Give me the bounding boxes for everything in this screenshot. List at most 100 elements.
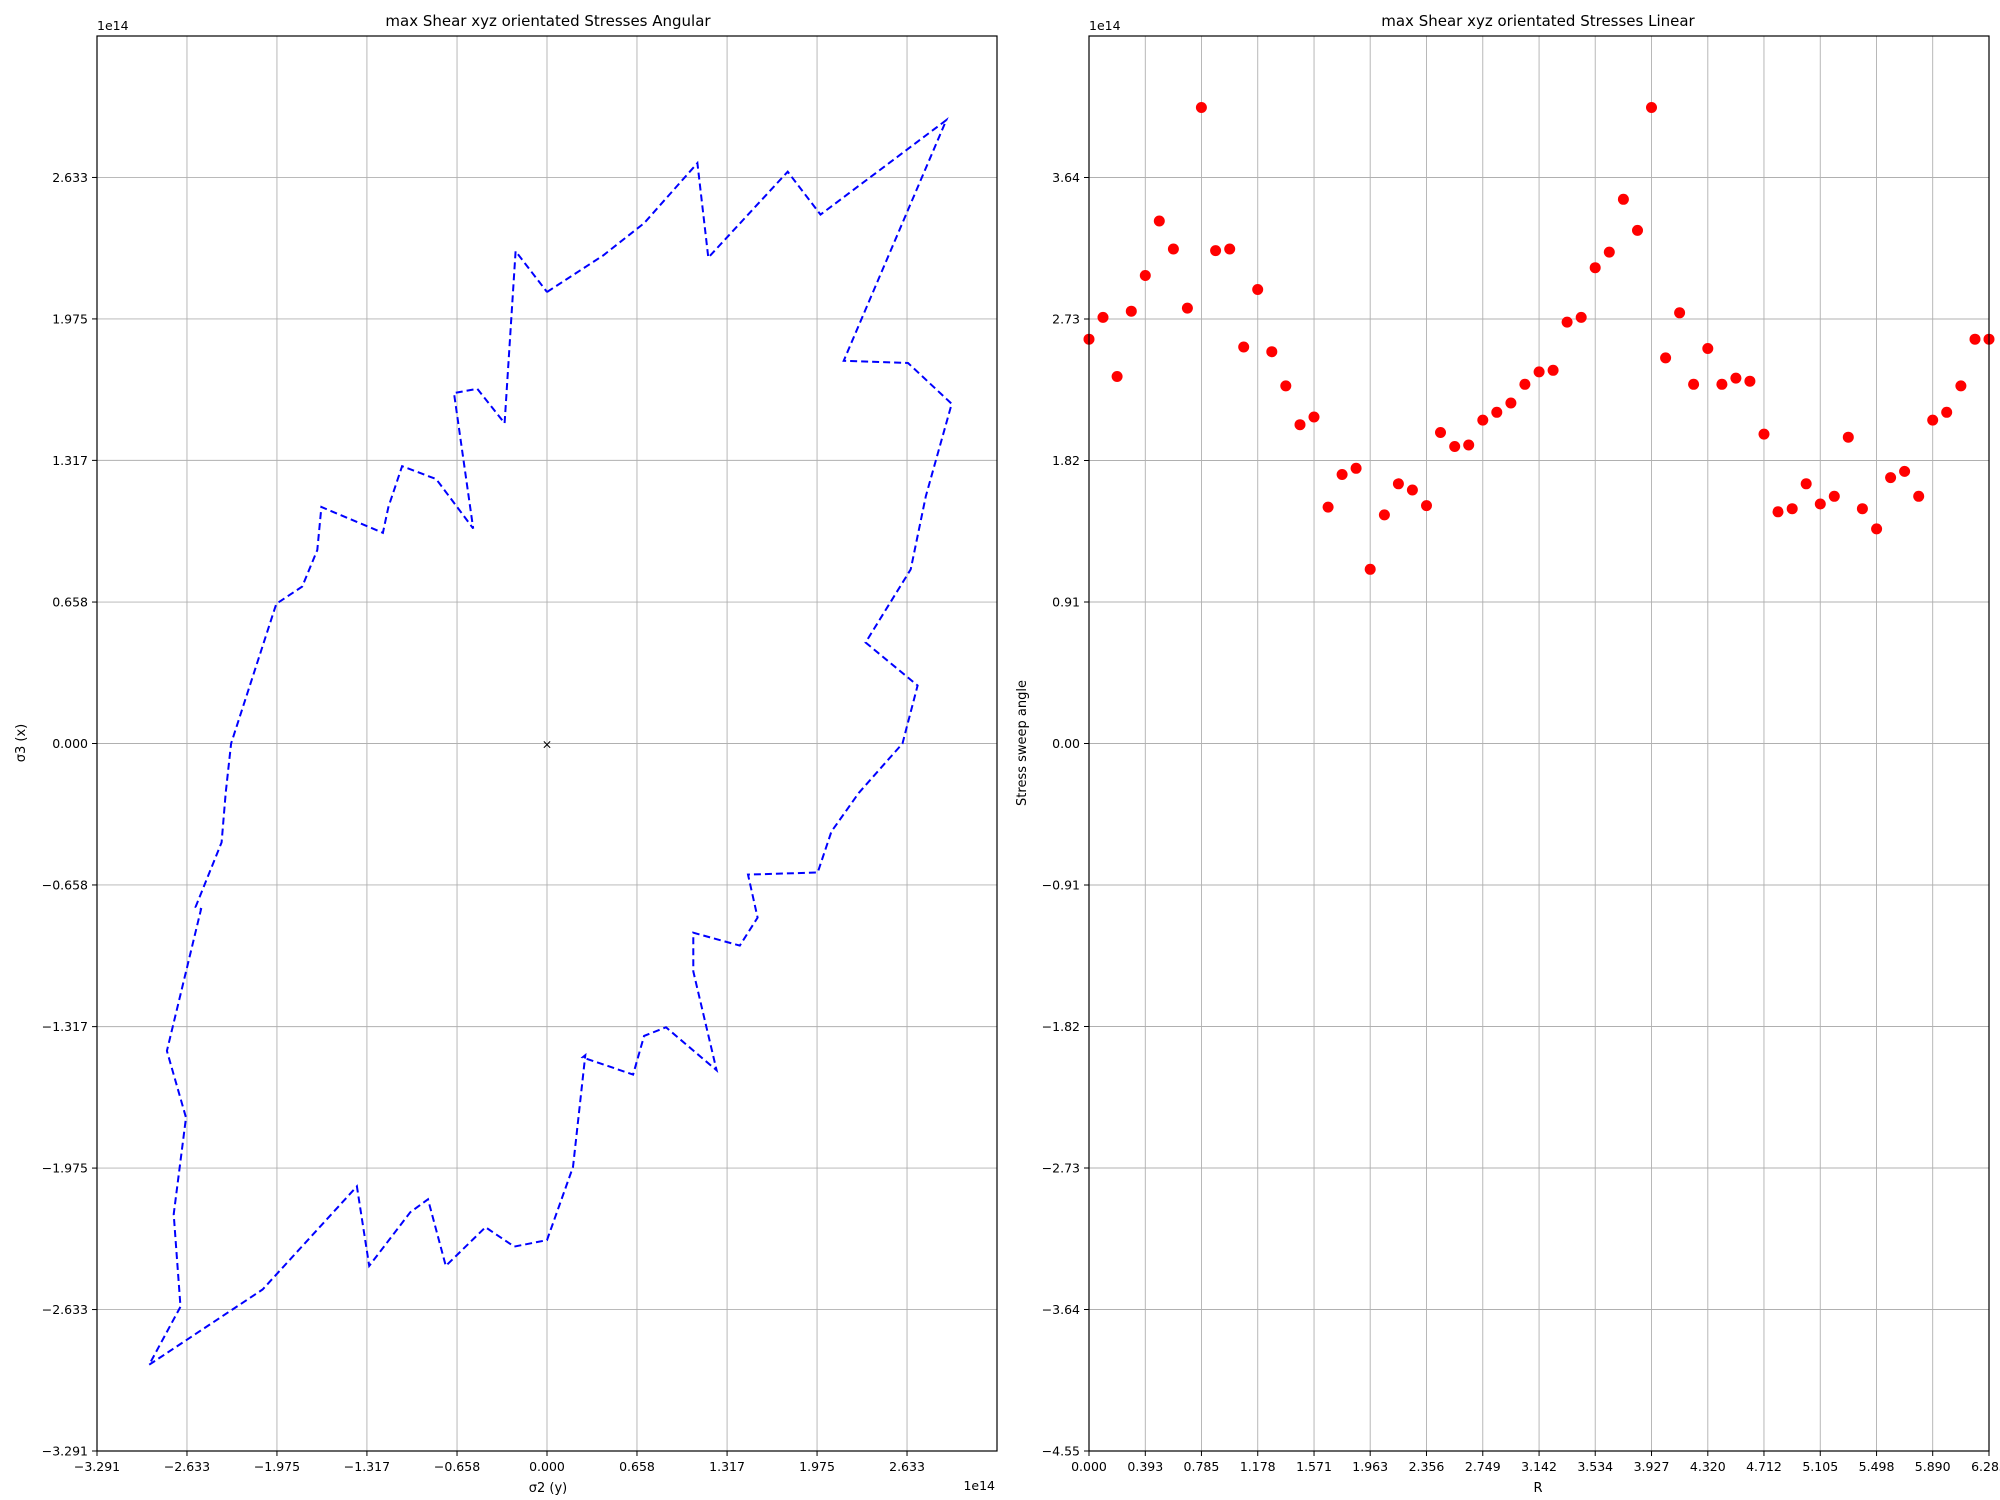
scatter-point <box>1617 193 1629 205</box>
y-tick-label: −1.975 <box>42 1161 88 1176</box>
scatter-point <box>1519 378 1531 390</box>
x-tick-label: 4.712 <box>1746 1459 1782 1474</box>
scatter-point <box>1730 372 1742 384</box>
y-tick-label: 1.317 <box>52 453 88 468</box>
scatter-point <box>1294 419 1306 431</box>
linear-chart: max Shear xyz orientated Stresses Linear… <box>1015 12 2000 1496</box>
scatter-point <box>1195 102 1207 113</box>
scatter-point <box>1885 472 1897 484</box>
scatter-point <box>1772 506 1784 518</box>
x-tick-label: 3.927 <box>1634 1459 1670 1474</box>
y-tick-label: 1.975 <box>52 311 88 326</box>
scatter-point <box>1111 371 1123 382</box>
scatter-point <box>1463 439 1475 451</box>
y-tick-label: 0.91 <box>1052 595 1080 610</box>
scatter-point <box>1435 427 1446 438</box>
scatter-point <box>1350 462 1362 474</box>
linear-y-offset-label: 1e14 <box>1089 18 1121 33</box>
scatter-point <box>1139 270 1151 281</box>
y-tick-label: 0.000 <box>52 736 88 751</box>
scatter-point <box>1378 509 1390 521</box>
linear-y-ticks: −4.55 −3.64 −2.73 −1.82 −0.91 0.00 0.91 1.82 2.7… <box>1042 170 1089 1459</box>
x-tick-label: 1.317 <box>709 1459 745 1474</box>
angular-x-ticks: −3.291 −2.633 −1.975 −1.317 −0.658 0.000 0.658… <box>74 1451 925 1474</box>
x-tick-label: 1.571 <box>1296 1459 1332 1474</box>
x-tick-label: 1.178 <box>1240 1459 1276 1474</box>
x-tick-label: 5.498 <box>1859 1459 1895 1474</box>
scatter-point <box>1280 380 1292 392</box>
scatter-point <box>1646 102 1657 113</box>
scatter-point <box>1364 563 1376 575</box>
x-tick-label: 1.963 <box>1352 1459 1388 1474</box>
angular-series-line <box>148 117 953 1366</box>
linear-grid <box>1088 36 1990 1452</box>
scatter-point <box>1153 215 1165 227</box>
x-tick-label: 0.785 <box>1184 1459 1220 1474</box>
x-tick-label: −1.975 <box>254 1459 300 1474</box>
scatter-point <box>1561 316 1573 328</box>
linear-x-axis-label: R <box>1533 1481 1542 1496</box>
scatter-point <box>1674 307 1686 319</box>
scatter-point <box>1421 500 1432 512</box>
scatter-point <box>1814 498 1826 510</box>
scatter-point <box>1491 406 1503 418</box>
x-tick-label: 0.000 <box>1071 1459 1107 1474</box>
x-tick-label: 0.393 <box>1127 1459 1163 1474</box>
scatter-point <box>1167 243 1179 255</box>
y-tick-label: 0.658 <box>52 595 88 610</box>
scatter-point <box>1575 311 1587 323</box>
x-tick-label: 2.356 <box>1409 1459 1445 1474</box>
linear-x-ticks: 0.000 0.393 0.785 1.178 1.571 1.963 2.356 2.749… <box>1071 1451 2000 1474</box>
scatter-point <box>1125 305 1137 317</box>
scatter-point <box>1969 333 1981 345</box>
scatter-point <box>1449 441 1461 452</box>
scatter-point <box>1252 284 1264 295</box>
scatter-point <box>1505 397 1517 409</box>
scatter-point <box>1744 375 1756 387</box>
scatter-point <box>1716 378 1728 390</box>
scatter-point <box>1955 380 1967 392</box>
scatter-point <box>1856 503 1868 515</box>
scatter-point <box>1322 501 1334 513</box>
y-tick-label: −4.55 <box>1042 1444 1080 1459</box>
scatter-point <box>1589 262 1601 274</box>
y-tick-label: 2.633 <box>52 170 88 185</box>
y-tick-label: −3.64 <box>1042 1302 1080 1317</box>
scatter-point <box>1224 243 1236 255</box>
angular-data: × <box>148 117 953 1366</box>
x-tick-label: 0.000 <box>529 1459 565 1474</box>
scatter-point <box>1702 343 1714 354</box>
linear-chart-title: max Shear xyz orientated Stresses Linear <box>1381 12 1695 30</box>
scatter-point <box>1533 366 1545 378</box>
angular-x-axis-label: σ2 (y) <box>529 1481 567 1496</box>
x-tick-label: 3.534 <box>1577 1459 1613 1474</box>
x-tick-label: 5.105 <box>1802 1459 1838 1474</box>
linear-data <box>1083 102 1995 575</box>
y-tick-label: 2.73 <box>1052 312 1080 327</box>
scatter-point <box>1238 341 1250 353</box>
angular-y-axis-label: σ3 (x) <box>14 724 29 762</box>
scatter-point <box>1392 478 1404 490</box>
y-tick-label: −1.82 <box>1042 1019 1080 1034</box>
scatter-point <box>1800 478 1812 490</box>
scatter-point <box>1899 465 1911 477</box>
scatter-point <box>1688 378 1700 390</box>
x-tick-label: 6.283 <box>1971 1459 2000 1474</box>
angular-chart: max Shear xyz orientated Stresses Angula… <box>14 12 998 1496</box>
scatter-point <box>1758 428 1770 440</box>
scatter-point <box>1097 311 1109 323</box>
scatter-point <box>1632 224 1643 236</box>
y-tick-label: 3.64 <box>1052 170 1080 185</box>
center-marker: × <box>542 737 552 752</box>
y-tick-label: −2.73 <box>1042 1161 1080 1176</box>
scatter-point <box>1786 503 1798 515</box>
y-tick-label: −2.633 <box>42 1302 88 1317</box>
y-tick-label: 1.82 <box>1052 453 1080 468</box>
scatter-point <box>1266 346 1278 358</box>
angular-y-offset-label: 1e14 <box>97 18 129 33</box>
y-tick-label: −1.317 <box>42 1019 88 1034</box>
linear-plot-frame <box>1088 35 1990 1452</box>
x-tick-label: 3.142 <box>1521 1459 1557 1474</box>
x-tick-label: −3.291 <box>74 1459 120 1474</box>
